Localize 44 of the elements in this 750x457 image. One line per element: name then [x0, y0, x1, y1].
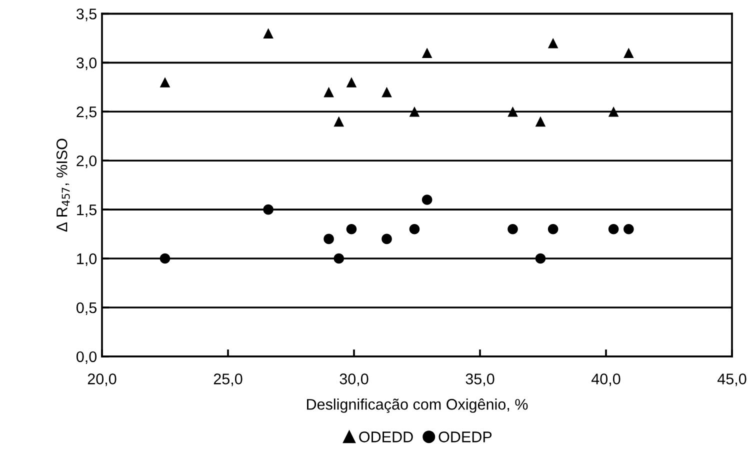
legend-label: ODEDP: [438, 432, 492, 442]
point: [324, 86, 334, 98]
point: [346, 224, 357, 234]
point: [382, 86, 392, 98]
point: [608, 224, 619, 234]
point: [409, 106, 420, 117]
point: [422, 194, 432, 205]
y-tick-label: 1,0: [77, 253, 97, 266]
y-tick-label: 1,5: [77, 204, 96, 218]
point: [160, 253, 170, 264]
x-axis-title: Deslignificação com Oxigênio, %: [307, 398, 528, 413]
point: [334, 116, 344, 127]
x-tick-label: 25,0: [214, 374, 242, 386]
x-tick-label: 45,0: [717, 374, 746, 386]
point: [160, 77, 170, 88]
x-tick-label: 20,0: [88, 374, 116, 386]
point: [334, 253, 344, 264]
y-tick-label: 0,5: [76, 302, 96, 315]
point: [548, 38, 558, 48]
point: [263, 204, 274, 215]
point: [624, 224, 634, 234]
point: [624, 48, 634, 58]
point: [409, 224, 420, 234]
point: [382, 234, 392, 244]
legend-label: ODEDD: [359, 432, 413, 442]
y-tick-label: 3,0: [76, 58, 97, 70]
x-tick-label: 40,0: [591, 374, 620, 386]
point: [346, 77, 357, 88]
y-axis-title: Δ R$_{457}$, %ISO: [56, 138, 70, 232]
y-tick-label: 2,0: [76, 155, 97, 168]
point: [508, 106, 518, 117]
point: [508, 224, 518, 234]
y-tick-label: 2,5: [76, 106, 96, 120]
x-tick-label: 35,0: [466, 374, 494, 386]
point: [535, 253, 546, 264]
y-tick-label: 0,0: [76, 351, 97, 364]
point: [263, 28, 274, 38]
point: [548, 224, 558, 234]
point: [422, 48, 432, 58]
y-tick-label: 3,5: [76, 8, 96, 22]
point: [608, 106, 619, 117]
point: [535, 116, 546, 127]
x-tick-label: 30,0: [340, 374, 368, 386]
point: [324, 234, 334, 244]
